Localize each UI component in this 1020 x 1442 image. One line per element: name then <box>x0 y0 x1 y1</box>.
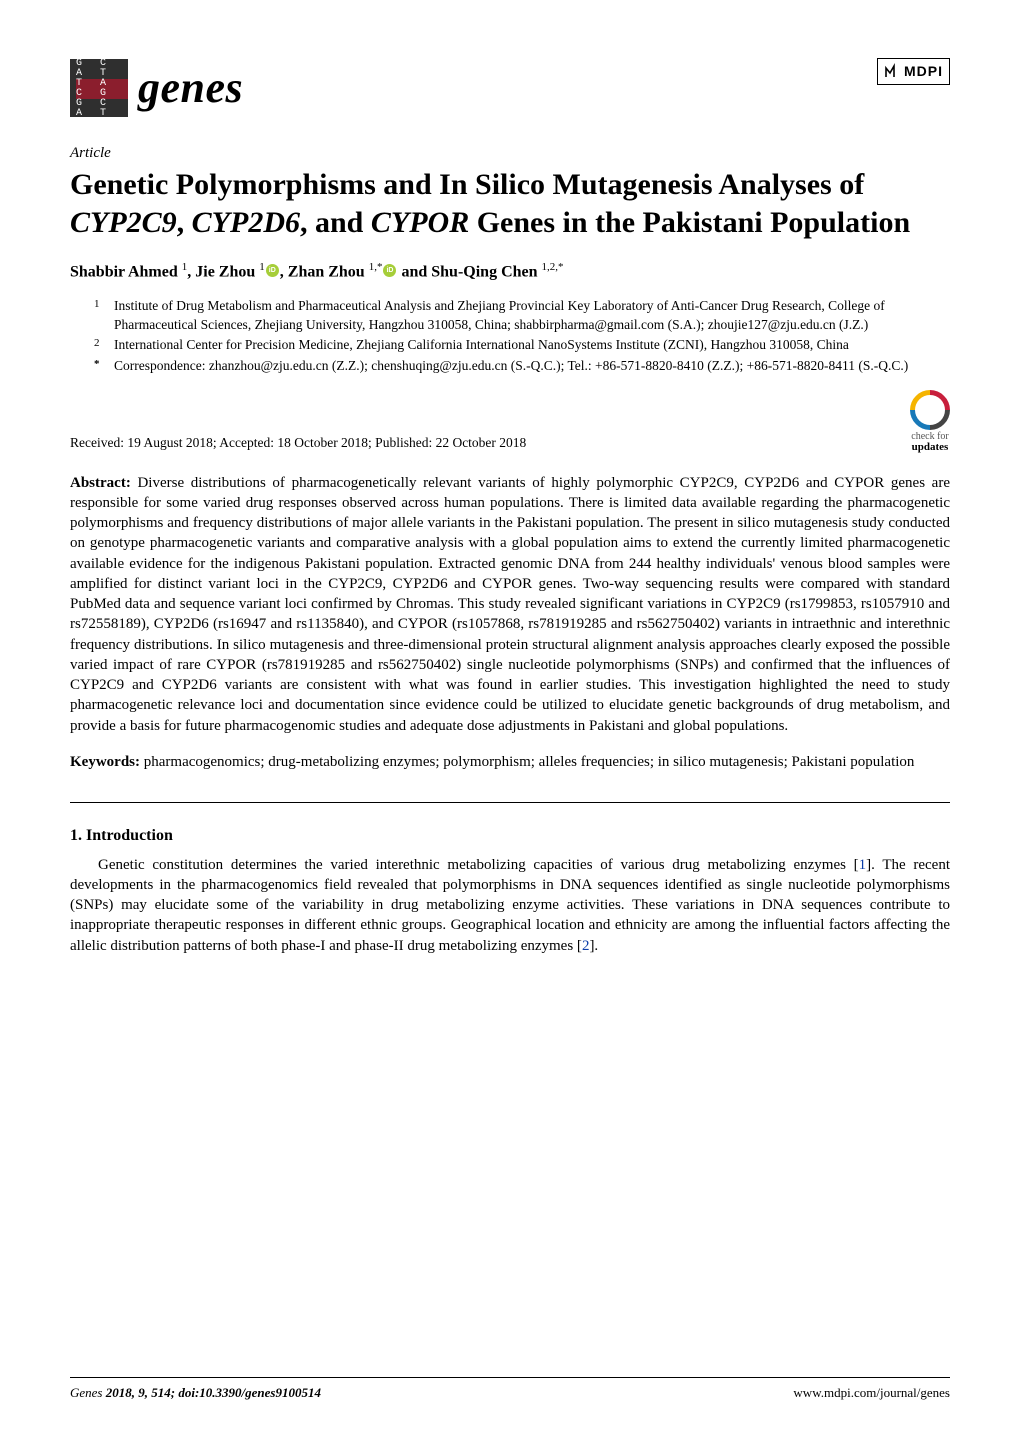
footer-citation: 2018, 9, 514; doi:10.3390/genes9100514 <box>103 1385 321 1400</box>
logo-row-2: T A C G <box>76 79 128 99</box>
author-4: Shu-Qing Chen <box>431 264 541 281</box>
author-3-aff: 1,* <box>369 261 383 273</box>
check-updates-line2: updates <box>912 441 949 453</box>
affiliation-2: 2 International Center for Precision Med… <box>94 336 950 356</box>
author-4-aff: 1,2,* <box>542 261 564 273</box>
keywords: Keywords: pharmacogenomics; drug-metabol… <box>70 752 950 772</box>
sep: and <box>397 264 431 281</box>
abstract-text: Diverse distributions of pharmacogenetic… <box>70 475 950 734</box>
aff-text: Institute of Drug Metabolism and Pharmac… <box>114 297 950 333</box>
title-text-post: Genes in the Pakistani Population <box>469 206 910 239</box>
keywords-label: Keywords: <box>70 754 140 770</box>
article-dates: Received: 19 August 2018; Accepted: 18 O… <box>70 434 526 452</box>
logo-row-3: G C A T <box>76 99 128 119</box>
genes-logo-icon: G C A T T A C G G C A T <box>70 59 128 117</box>
sep: , <box>280 264 288 281</box>
affiliations: 1 Institute of Drug Metabolism and Pharm… <box>94 297 950 375</box>
header-row: G C A T T A C G G C A T genes MDPI <box>70 58 950 117</box>
divider <box>70 802 950 803</box>
keywords-text: pharmacogenomics; drug-metabolizing enzy… <box>140 754 914 770</box>
aff-text: International Center for Precision Medic… <box>114 336 849 356</box>
intro-text-c: ]. <box>589 938 598 954</box>
intro-text-a: Genetic constitution determines the vari… <box>98 857 859 873</box>
introduction-body: Genetic constitution determines the vari… <box>70 855 950 956</box>
article-title: Genetic Polymorphisms and In Silico Muta… <box>70 166 950 243</box>
mdpi-mark-icon <box>884 63 900 79</box>
title-text-pre: Genetic Polymorphisms and In Silico Muta… <box>70 168 864 201</box>
author-2: Jie Zhou <box>195 264 259 281</box>
section-heading-introduction: 1. Introduction <box>70 825 950 847</box>
journal-logo: G C A T T A C G G C A T genes <box>70 58 243 117</box>
title-gene-1: CYP2C9 <box>70 206 177 239</box>
aff-num: 1 <box>94 298 100 310</box>
footer-left: Genes 2018, 9, 514; doi:10.3390/genes910… <box>70 1384 321 1402</box>
orcid-icon <box>383 264 396 277</box>
author-2-aff: 1 <box>259 261 265 273</box>
article-type: Article <box>70 143 950 163</box>
dates-row: Received: 19 August 2018; Accepted: 18 O… <box>70 390 950 453</box>
journal-name: genes <box>138 58 243 117</box>
footer: Genes 2018, 9, 514; doi:10.3390/genes910… <box>70 1377 950 1402</box>
affiliation-1: 1 Institute of Drug Metabolism and Pharm… <box>94 297 950 333</box>
publisher-logo: MDPI <box>870 58 950 86</box>
orcid-icon <box>266 264 279 277</box>
footer-right: www.mdpi.com/journal/genes <box>793 1384 950 1402</box>
crossmark-ring-icon <box>902 381 959 438</box>
authors-line: Shabbir Ahmed 1, Jie Zhou 1, Zhan Zhou 1… <box>70 260 950 283</box>
check-for-updates-badge[interactable]: check for updates <box>910 390 950 453</box>
aff-num: 2 <box>94 337 100 349</box>
title-gene-3: CYPOR <box>371 206 469 239</box>
footer-journal: Genes <box>70 1385 103 1400</box>
abstract: Abstract: Diverse distributions of pharm… <box>70 473 950 736</box>
title-gene-2: CYP2D6 <box>192 206 300 239</box>
aff-num: * <box>94 358 100 370</box>
publisher-name: MDPI <box>904 62 943 81</box>
author-1: Shabbir Ahmed <box>70 264 182 281</box>
correspondence: * Correspondence: zhanzhou@zju.edu.cn (Z… <box>94 357 950 375</box>
author-3: Zhan Zhou <box>288 264 369 281</box>
logo-row-1: G C A T <box>76 59 128 79</box>
abstract-label: Abstract: <box>70 475 131 491</box>
aff-text: Correspondence: zhanzhou@zju.edu.cn (Z.Z… <box>114 357 908 375</box>
